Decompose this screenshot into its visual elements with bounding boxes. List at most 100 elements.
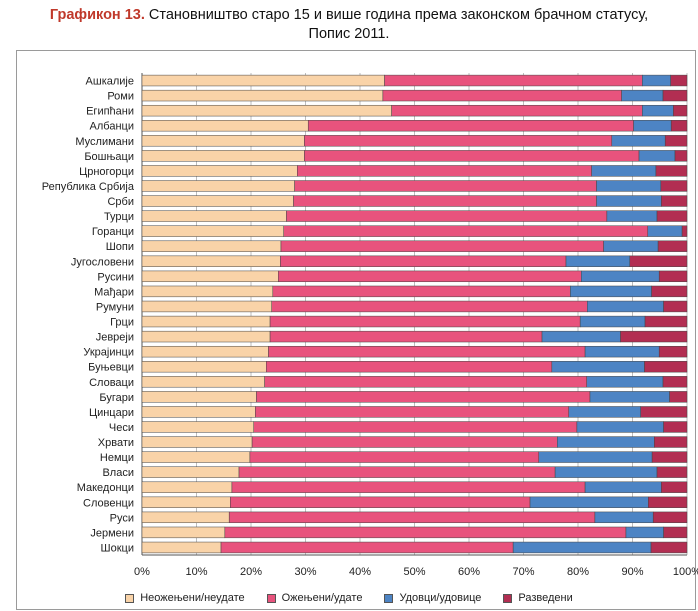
- bar-segment: [141, 210, 287, 222]
- category-label: Грци: [110, 317, 134, 329]
- bar-segment: [141, 225, 284, 237]
- category-label: Немци: [100, 452, 134, 464]
- category-label: Буњевци: [88, 362, 134, 374]
- legend-label: Ожењени/удате: [281, 592, 363, 604]
- bar-segment: [141, 74, 385, 87]
- bar-segment: [662, 376, 688, 388]
- bar-segment: [293, 195, 597, 207]
- bar-segment: [642, 104, 674, 117]
- chart-title: Графикон 13. Становништво старо 15 и виш…: [0, 6, 698, 44]
- bar-segment: [269, 330, 543, 343]
- bar-segment: [663, 421, 688, 433]
- bar-segment: [651, 451, 688, 463]
- bar-segment: [141, 345, 269, 358]
- bar-segment: [141, 496, 231, 508]
- category-label: Црногорци: [79, 166, 134, 178]
- bar-segment: [224, 526, 627, 539]
- x-tick-label: 80%: [567, 566, 589, 578]
- bar-segment: [644, 315, 688, 328]
- bar-segment: [283, 225, 649, 237]
- bar-segment: [570, 285, 652, 298]
- bar-segment: [141, 120, 309, 132]
- bar-segment: [231, 481, 586, 493]
- bar-segment: [673, 104, 688, 117]
- bar-segment: [286, 210, 608, 222]
- bar-segment: [674, 150, 688, 162]
- category-label: Албанци: [90, 121, 134, 133]
- bar-segment: [268, 345, 586, 358]
- bar-segment: [657, 240, 688, 252]
- bar-segment: [664, 135, 688, 147]
- category-label: Бугари: [99, 392, 134, 404]
- bar-segment: [551, 361, 645, 373]
- bar-segment: [589, 391, 670, 403]
- bar-segment: [141, 526, 226, 539]
- x-tick-label: 100%: [673, 566, 698, 578]
- bar-segment: [294, 180, 597, 192]
- chart-title-line2: Попис 2011.: [308, 26, 390, 42]
- category-label: Русини: [97, 271, 134, 283]
- bar-segment: [681, 225, 688, 237]
- category-label: Јевреји: [96, 332, 134, 344]
- bar-segment: [141, 421, 254, 433]
- category-label: Словенци: [83, 497, 134, 509]
- category-label: Цинцари: [89, 407, 134, 419]
- bar-segment: [538, 451, 653, 463]
- bar-segment: [141, 511, 230, 524]
- bar-segment: [620, 330, 688, 343]
- bar-segment: [280, 240, 604, 252]
- bar-segment: [565, 255, 631, 267]
- bar-segment: [230, 496, 531, 508]
- bar-segment: [141, 300, 272, 313]
- chart-title-text: Становништво старо 15 и више година прем…: [148, 7, 649, 23]
- bar-segment: [264, 376, 587, 388]
- bar-segment: [141, 541, 222, 554]
- bar-segment: [266, 361, 553, 373]
- category-label: Срби: [107, 196, 134, 208]
- bar-segment: [581, 270, 660, 283]
- x-tick-label: 10%: [185, 566, 207, 578]
- legend-swatch: [266, 593, 276, 603]
- bar-segment: [512, 541, 652, 554]
- chart-title-line1: Графикон 13. Становништво старо 15 и виш…: [0, 6, 698, 25]
- bar-segment: [307, 120, 634, 132]
- category-label: Муслимани: [75, 136, 134, 148]
- bar-segment: [141, 466, 240, 478]
- category-label: Власи: [102, 467, 134, 479]
- bar-segment: [253, 421, 578, 433]
- legend-item: Разведени: [503, 592, 573, 604]
- legend-label: Неожењени/неудате: [140, 592, 245, 604]
- bar-segment: [644, 361, 688, 373]
- legend-item: Удовци/удовице: [384, 592, 481, 604]
- category-label: Египћани: [86, 106, 134, 118]
- bar-segment: [141, 436, 253, 448]
- bar-segment: [606, 210, 658, 222]
- bar-segment: [382, 89, 622, 102]
- stacked-bar-chart: 0% 10% 20% 30% 40% 50% 60% 70% 80% 90% 100% Ашкалиј…: [42, 73, 698, 578]
- bar-segment: [557, 436, 655, 448]
- bar-segment: [603, 240, 659, 252]
- legend-swatch: [503, 593, 513, 603]
- bar-segment: [141, 270, 279, 283]
- bar-segment: [141, 240, 282, 252]
- bar-segment: [661, 195, 688, 207]
- bar-segment: [661, 481, 688, 493]
- bar-segment: [141, 481, 233, 493]
- x-tick-label: 50%: [403, 566, 425, 578]
- bar-segment: [584, 345, 660, 358]
- category-label: Југословени: [71, 256, 134, 268]
- bar-segment: [249, 451, 540, 463]
- x-tick-label: 90%: [621, 566, 643, 578]
- bar-segment: [554, 466, 658, 478]
- bar-segment: [278, 270, 582, 283]
- category-label: Словаци: [89, 377, 134, 389]
- bar-segment: [594, 511, 654, 524]
- bar-segment: [660, 180, 688, 192]
- bar-segment: [141, 180, 295, 192]
- bar-segment: [576, 421, 664, 433]
- category-label: Чеси: [109, 422, 134, 434]
- bar-segment: [669, 391, 688, 403]
- bar-segment: [272, 285, 571, 298]
- bar-segment: [271, 300, 588, 313]
- bar-segment: [633, 120, 672, 132]
